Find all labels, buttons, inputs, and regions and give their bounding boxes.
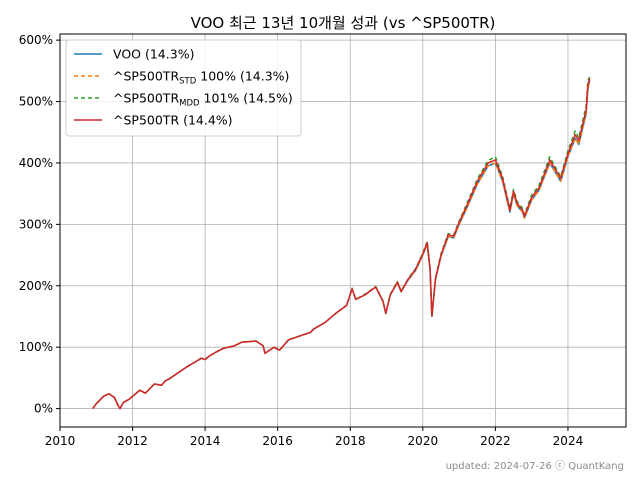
y-tick-label: 500% bbox=[19, 95, 53, 109]
legend-box bbox=[65, 39, 302, 137]
x-tick-label: 2020 bbox=[408, 434, 439, 448]
plot-frame bbox=[59, 33, 627, 428]
x-tick-label: 2024 bbox=[553, 434, 584, 448]
series-line-3 bbox=[92, 78, 591, 410]
series-line-1 bbox=[92, 79, 591, 410]
x-tick-label: 2010 bbox=[45, 434, 76, 448]
y-tick-label: 200% bbox=[19, 279, 53, 293]
x-tick-label: 2022 bbox=[480, 434, 511, 448]
legend-label-0: VOO (14.3%) bbox=[113, 47, 194, 62]
series-lines bbox=[92, 76, 591, 410]
y-axis: 0% 100% 200% 300% 400% 500% 600% bbox=[19, 33, 60, 416]
legend: VOO (14.3%) ^SP500TRSTD 100% (14.3%) ^SP50… bbox=[65, 39, 302, 137]
y-tick-label: 300% bbox=[19, 217, 53, 231]
x-axis: 2010 2012 2014 2016 2018 2020 2022 2024 bbox=[45, 427, 583, 448]
y-tick-label: 400% bbox=[19, 156, 53, 170]
y-tick-label: 600% bbox=[19, 33, 53, 47]
x-tick-label: 2012 bbox=[117, 434, 148, 448]
footer-note: updated: 2024-07-26 ⓒ QuantKang bbox=[446, 460, 624, 472]
x-tick-label: 2018 bbox=[335, 434, 366, 448]
grid-lines bbox=[59, 34, 626, 427]
chart-title: VOO 최근 13년 10개월 성과 (vs ^SP500TR) bbox=[191, 14, 496, 32]
x-tick-label: 2014 bbox=[190, 434, 221, 448]
legend-label-1: ^SP500TRSTD 100% (14.3%) bbox=[113, 69, 289, 87]
y-tick-label: 100% bbox=[19, 340, 53, 354]
x-tick-label: 2016 bbox=[262, 434, 293, 448]
legend-label-3: ^SP500TR (14.4%) bbox=[113, 113, 233, 128]
y-tick-label: 0% bbox=[34, 402, 53, 416]
legend-label-2: ^SP500TRMDD 101% (14.5%) bbox=[113, 91, 293, 109]
